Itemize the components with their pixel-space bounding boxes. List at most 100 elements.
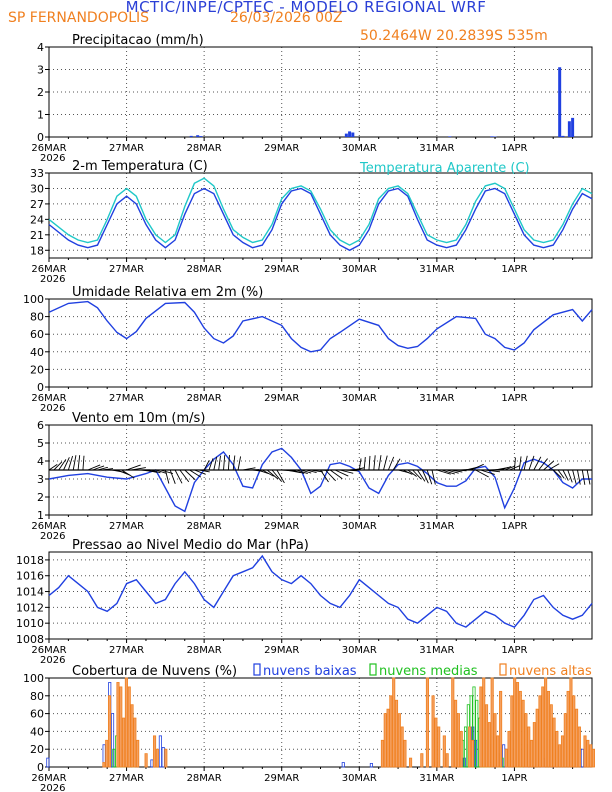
wind-barb xyxy=(237,456,242,471)
wind-barb xyxy=(373,455,376,471)
cloud-bar xyxy=(563,713,567,768)
wind-barb xyxy=(426,469,433,485)
wind-barb xyxy=(310,469,324,473)
x-tick-label: 1APR xyxy=(501,645,527,656)
cloud-bar xyxy=(507,731,511,768)
cloud-bar xyxy=(499,690,503,768)
cloud-bar xyxy=(591,748,595,768)
panel-title: Vento em 10m (m/s) xyxy=(72,411,205,426)
cloud-bar xyxy=(155,748,159,768)
cloud-bar xyxy=(577,726,581,768)
cloud-bar xyxy=(459,731,463,768)
wind-barb xyxy=(339,469,354,474)
x-tick-label: 1APR xyxy=(501,521,527,532)
y-tick-label: 2 xyxy=(37,491,44,504)
wind-barb xyxy=(271,469,282,482)
wind-barb xyxy=(548,463,560,471)
cloud-bar xyxy=(549,704,553,768)
wind-barb xyxy=(218,455,221,471)
wind-barb xyxy=(358,458,362,471)
x-tick-label: 1APR xyxy=(501,773,527,784)
y-tick-label: 1014 xyxy=(16,586,44,599)
cloud-bar xyxy=(527,726,531,768)
cloud-bar xyxy=(580,748,584,768)
legend-swatch xyxy=(499,663,507,676)
wind-barb xyxy=(92,465,105,471)
wind-barb xyxy=(499,466,512,471)
cloud-bar xyxy=(383,713,387,768)
cloud-bar xyxy=(102,762,106,768)
cloud-bar xyxy=(558,744,562,768)
wind-barb xyxy=(581,469,586,485)
wind-barb xyxy=(431,469,436,485)
panel-title: 2-m Temperatura (C) xyxy=(72,159,208,174)
cloud-bar xyxy=(468,726,472,768)
station-name: SP FERNANDOPOLIS xyxy=(8,10,150,26)
wind-barb xyxy=(504,465,515,471)
cloud-bar xyxy=(369,763,373,768)
wind-barb xyxy=(131,467,146,471)
precip-bar xyxy=(561,135,565,137)
panel-frame xyxy=(48,46,593,138)
wind-barb xyxy=(208,458,214,471)
legend-swatch xyxy=(369,663,377,676)
cloud-bar xyxy=(389,695,393,768)
precip-bar xyxy=(571,117,575,137)
y-tick-label: 1012 xyxy=(16,601,44,614)
cloud-bar xyxy=(493,713,497,768)
cloud-bar xyxy=(437,726,441,768)
cloud-bar xyxy=(555,731,559,768)
station-coords: 50.2464W 20.2839S 535m xyxy=(360,28,548,44)
series-line xyxy=(48,447,592,513)
y-tick-label: 100 xyxy=(23,293,44,306)
x-tick-label: 28MAR xyxy=(187,264,222,275)
cloud-bar xyxy=(496,735,500,768)
x-tick-label: 28MAR xyxy=(187,773,222,784)
cloud-bar xyxy=(515,682,520,768)
y-tick-label: 3 xyxy=(37,473,44,486)
y-tick-label: 100 xyxy=(23,672,44,685)
cloud-bar xyxy=(105,739,109,768)
y-tick-label: 2 xyxy=(37,86,44,99)
wind-barb xyxy=(67,455,74,471)
x-tick-label: 27MAR xyxy=(109,393,144,404)
cloud-bar xyxy=(161,747,165,768)
y-tick-label: 20 xyxy=(30,743,44,756)
wind-barb xyxy=(344,469,358,472)
y-tick-label: 3 xyxy=(37,64,44,77)
cloud-bar xyxy=(107,695,112,768)
cloud-bar xyxy=(394,699,399,768)
wind-barb xyxy=(53,461,63,471)
cloud-bar xyxy=(566,690,570,768)
wind-barb xyxy=(557,469,565,479)
cloud-bar xyxy=(150,759,154,768)
wind-barb xyxy=(475,469,489,478)
x-tick-label: 26MAR xyxy=(31,264,66,275)
cloud-bar xyxy=(116,682,120,768)
cloud-bar xyxy=(122,717,126,768)
wind-barb xyxy=(155,469,167,474)
cloud-bar xyxy=(490,677,494,768)
wind-barb xyxy=(528,455,535,471)
x-tick-label: 26MAR xyxy=(31,521,66,532)
x-tick-label: 30MAR xyxy=(342,773,377,784)
wind-barb xyxy=(334,469,349,477)
cloud-bar xyxy=(119,686,123,768)
x-tick-label: 31MAR xyxy=(419,645,454,656)
wind-barb xyxy=(97,466,108,471)
x-tick-label: 29MAR xyxy=(264,521,299,532)
wind-barb xyxy=(305,469,317,474)
legend-label: nuvens baixas xyxy=(263,664,357,679)
y-tick-label: 1 xyxy=(37,509,44,522)
precip-bar xyxy=(199,136,203,137)
wind-barb xyxy=(533,456,542,471)
y-tick-label: 60 xyxy=(30,328,44,341)
series-line xyxy=(48,187,593,252)
precip-bar xyxy=(567,121,571,137)
panel-title: Precipitacao (mm/h) xyxy=(72,33,204,48)
x-year-label: 2026 xyxy=(40,783,65,792)
wind-barb xyxy=(121,469,135,479)
wind-barb xyxy=(58,459,67,471)
y-tick-label: 20 xyxy=(30,363,44,376)
cloud-bar xyxy=(532,722,536,768)
